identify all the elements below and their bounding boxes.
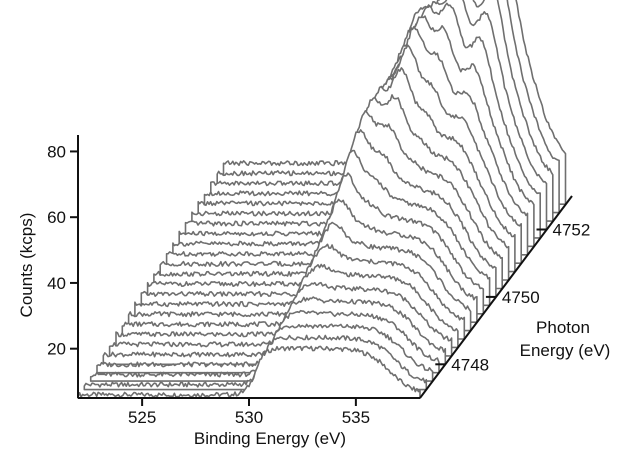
z-tick-label: 4748 (451, 355, 489, 374)
spectra-traces (77, 0, 567, 399)
x-tick-label: 525 (128, 408, 156, 427)
y-tick-label: 20 (47, 340, 66, 359)
z-axis-line (419, 195, 573, 399)
x-tick-label: 535 (342, 408, 370, 427)
x-tick-label: 530 (235, 408, 263, 427)
x-axis-title: Binding Energy (eV) (194, 429, 346, 448)
z-axis-title-line2: Energy (eV) (520, 341, 611, 360)
y-tick-label: 40 (47, 274, 66, 293)
y-tick-label: 80 (47, 142, 66, 161)
z-axis-title-line1: Photon (536, 318, 590, 337)
y-ticks: 20 40 60 80 (47, 142, 78, 359)
z-ticks: 4748 4750 4752 (435, 221, 591, 374)
z-tick-label: 4750 (502, 288, 540, 307)
x-ticks: 525 530 535 (128, 398, 370, 427)
y-tick-label: 60 (47, 208, 66, 227)
spectrum-trace (77, 345, 421, 399)
y-axis-title: Counts (kcps) (17, 213, 36, 318)
z-tick-label: 4752 (553, 221, 591, 240)
